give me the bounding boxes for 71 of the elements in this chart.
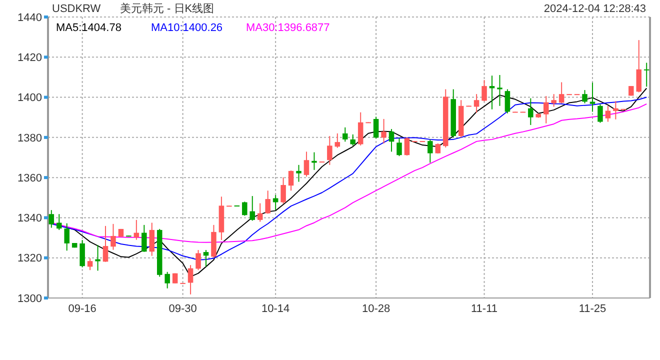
y-tick-label: 1360 (18, 172, 42, 184)
y-tick-label: 1320 (18, 252, 42, 265)
candlestick (489, 75, 495, 110)
candlestick (95, 244, 100, 272)
text: 2024-12-04 12:28:43 (544, 3, 646, 15)
candlestick (504, 88, 510, 114)
candlestick (242, 201, 248, 216)
candlestick (296, 164, 302, 182)
x-tick-label: 09-16 (68, 303, 96, 315)
candlestick (110, 223, 116, 250)
candlestick (257, 202, 263, 222)
candlestick (80, 239, 85, 268)
text: MA30:1396.6877 (246, 22, 330, 34)
candlestick (334, 132, 340, 148)
candlestick (396, 138, 402, 157)
candlestick (142, 224, 147, 252)
candlestick (87, 258, 93, 271)
candlestick (280, 176, 286, 204)
candlestick (265, 190, 270, 214)
candlestick (644, 62, 650, 88)
candlestick (64, 222, 70, 252)
y-tick-label: 1420 (18, 52, 42, 64)
candlestick (188, 264, 194, 295)
y-tick-label: 1440 (18, 12, 42, 24)
candlestick (134, 219, 140, 240)
candlestick (196, 250, 201, 271)
candlestick (613, 100, 618, 120)
candlestick (272, 194, 278, 211)
candlestick (497, 74, 502, 106)
candlestick (342, 126, 348, 142)
y-tick-label: 1380 (18, 132, 42, 144)
candlestick (350, 134, 356, 146)
candlestick (636, 40, 642, 93)
candlestick (149, 222, 155, 256)
candlestick (598, 104, 603, 124)
x-tick-label: 11-25 (578, 303, 606, 315)
candlestick (551, 94, 556, 108)
candlestick (474, 94, 480, 114)
candlestick (558, 82, 564, 104)
candlestick (56, 214, 62, 230)
candlestick (528, 98, 534, 126)
y-tick-label: 1400 (18, 92, 42, 104)
candlestick (435, 142, 441, 154)
y-tick-label: 1300 (18, 292, 42, 305)
x-tick-label: 09-30 (168, 303, 197, 315)
candlestick (203, 250, 209, 268)
candlestick (288, 170, 294, 192)
candlestick (482, 80, 487, 102)
text: MA5:1404.78 (56, 22, 122, 34)
candlestick (388, 128, 394, 152)
candlestick (250, 196, 256, 222)
candlestick (164, 271, 170, 289)
y-tick-label: 1340 (18, 212, 42, 225)
candlestick (304, 151, 310, 178)
x-tick-label: 10-28 (362, 303, 390, 315)
x-tick-label: 11-11 (471, 303, 498, 315)
candlestick (373, 116, 379, 139)
chart-title: 美元韩元 - 日K线图 (120, 2, 214, 15)
candlestick (404, 136, 410, 156)
candlestick (582, 90, 588, 104)
chart-subtitle: USDKRW (52, 3, 102, 15)
candlestick (590, 82, 596, 112)
text: MA10:1400.26 (151, 22, 223, 34)
candlestick (605, 105, 611, 122)
candlestick (327, 136, 332, 166)
candlestick (543, 96, 549, 124)
x-tick-label: 10-14 (261, 303, 290, 315)
candlestick (381, 118, 386, 144)
candlestick (102, 225, 108, 262)
candlestick (358, 112, 364, 146)
candlestick (428, 138, 433, 164)
